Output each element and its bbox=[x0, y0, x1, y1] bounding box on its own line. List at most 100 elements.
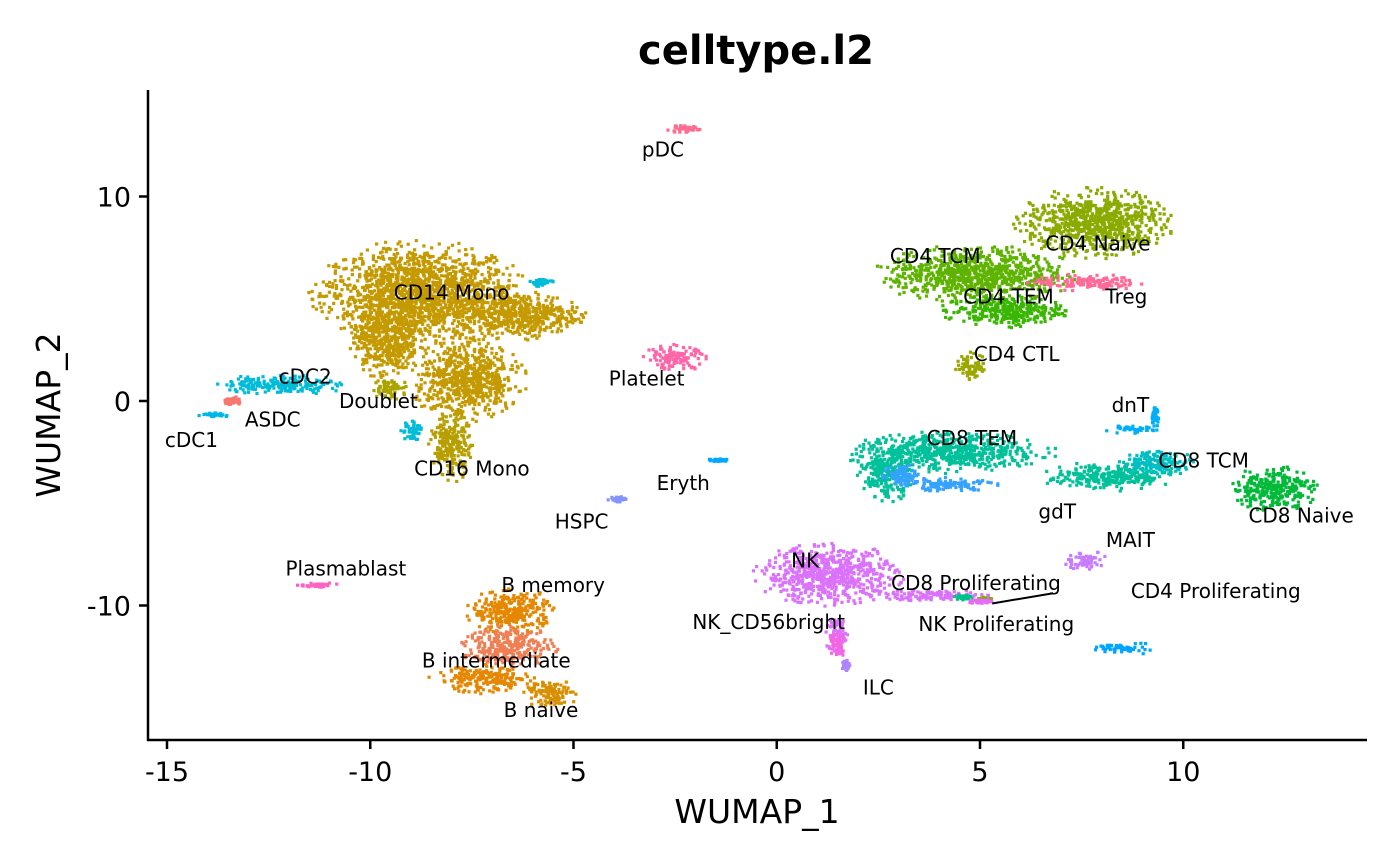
point bbox=[466, 635, 470, 639]
point bbox=[487, 266, 491, 270]
point bbox=[459, 373, 464, 378]
point bbox=[477, 263, 481, 267]
point bbox=[475, 412, 479, 416]
point bbox=[484, 669, 489, 673]
point bbox=[369, 301, 373, 305]
point bbox=[460, 400, 464, 405]
point bbox=[425, 371, 429, 375]
point bbox=[474, 271, 478, 275]
point bbox=[460, 429, 464, 433]
point bbox=[390, 353, 394, 357]
point bbox=[428, 389, 432, 393]
point bbox=[318, 583, 322, 587]
point bbox=[543, 282, 547, 286]
point bbox=[535, 312, 539, 316]
point bbox=[451, 336, 455, 340]
point bbox=[236, 377, 240, 381]
point bbox=[363, 342, 367, 346]
point bbox=[505, 312, 509, 316]
point bbox=[375, 282, 379, 286]
point bbox=[382, 279, 386, 284]
point bbox=[457, 305, 461, 309]
point bbox=[325, 381, 330, 385]
point bbox=[388, 280, 392, 284]
point bbox=[342, 282, 346, 286]
point bbox=[565, 309, 570, 314]
point bbox=[444, 282, 448, 286]
point bbox=[512, 324, 516, 328]
point bbox=[529, 679, 533, 683]
point bbox=[493, 653, 497, 657]
point bbox=[468, 269, 472, 273]
point bbox=[351, 310, 355, 314]
point bbox=[499, 290, 503, 294]
point bbox=[499, 595, 503, 599]
point bbox=[335, 582, 339, 586]
point bbox=[383, 381, 387, 385]
point bbox=[481, 312, 485, 317]
point bbox=[494, 318, 499, 322]
point bbox=[460, 413, 464, 417]
point bbox=[476, 676, 481, 680]
point bbox=[527, 315, 531, 319]
point bbox=[337, 265, 341, 269]
point bbox=[426, 290, 430, 294]
point bbox=[452, 438, 456, 442]
point bbox=[380, 304, 385, 308]
point bbox=[409, 294, 413, 298]
point bbox=[498, 648, 502, 652]
point bbox=[389, 278, 393, 282]
point bbox=[475, 385, 479, 389]
point bbox=[454, 304, 458, 308]
point bbox=[463, 262, 467, 266]
point bbox=[511, 284, 515, 288]
point bbox=[419, 318, 423, 322]
point bbox=[542, 608, 546, 612]
point bbox=[506, 640, 510, 644]
point bbox=[477, 320, 481, 324]
point bbox=[495, 377, 499, 381]
point bbox=[325, 316, 329, 320]
point bbox=[675, 360, 679, 365]
point bbox=[386, 283, 390, 287]
point bbox=[479, 347, 483, 351]
point bbox=[396, 286, 401, 290]
point bbox=[488, 591, 492, 595]
point bbox=[423, 337, 427, 341]
point bbox=[426, 315, 430, 319]
point bbox=[528, 614, 532, 618]
point bbox=[484, 392, 488, 396]
point bbox=[386, 279, 390, 283]
point bbox=[314, 391, 318, 395]
point bbox=[415, 322, 419, 326]
point bbox=[509, 628, 513, 632]
point bbox=[384, 331, 389, 335]
point bbox=[472, 322, 476, 326]
point bbox=[434, 296, 438, 300]
point bbox=[361, 314, 365, 318]
point bbox=[462, 678, 466, 682]
point bbox=[439, 319, 443, 323]
point bbox=[526, 303, 530, 307]
point bbox=[459, 262, 463, 266]
point bbox=[546, 310, 550, 314]
point bbox=[502, 682, 507, 686]
point bbox=[256, 379, 260, 383]
point bbox=[436, 452, 440, 457]
point bbox=[445, 277, 449, 281]
point bbox=[464, 443, 468, 447]
point bbox=[498, 625, 502, 629]
point bbox=[397, 360, 401, 364]
point bbox=[538, 591, 542, 595]
point bbox=[449, 380, 453, 384]
point bbox=[432, 310, 436, 314]
point bbox=[564, 691, 568, 695]
point bbox=[322, 302, 326, 306]
point bbox=[355, 335, 359, 339]
point bbox=[453, 333, 457, 337]
point bbox=[550, 312, 554, 316]
point bbox=[421, 317, 425, 321]
point bbox=[425, 305, 429, 309]
point bbox=[472, 310, 476, 314]
point bbox=[318, 385, 322, 389]
